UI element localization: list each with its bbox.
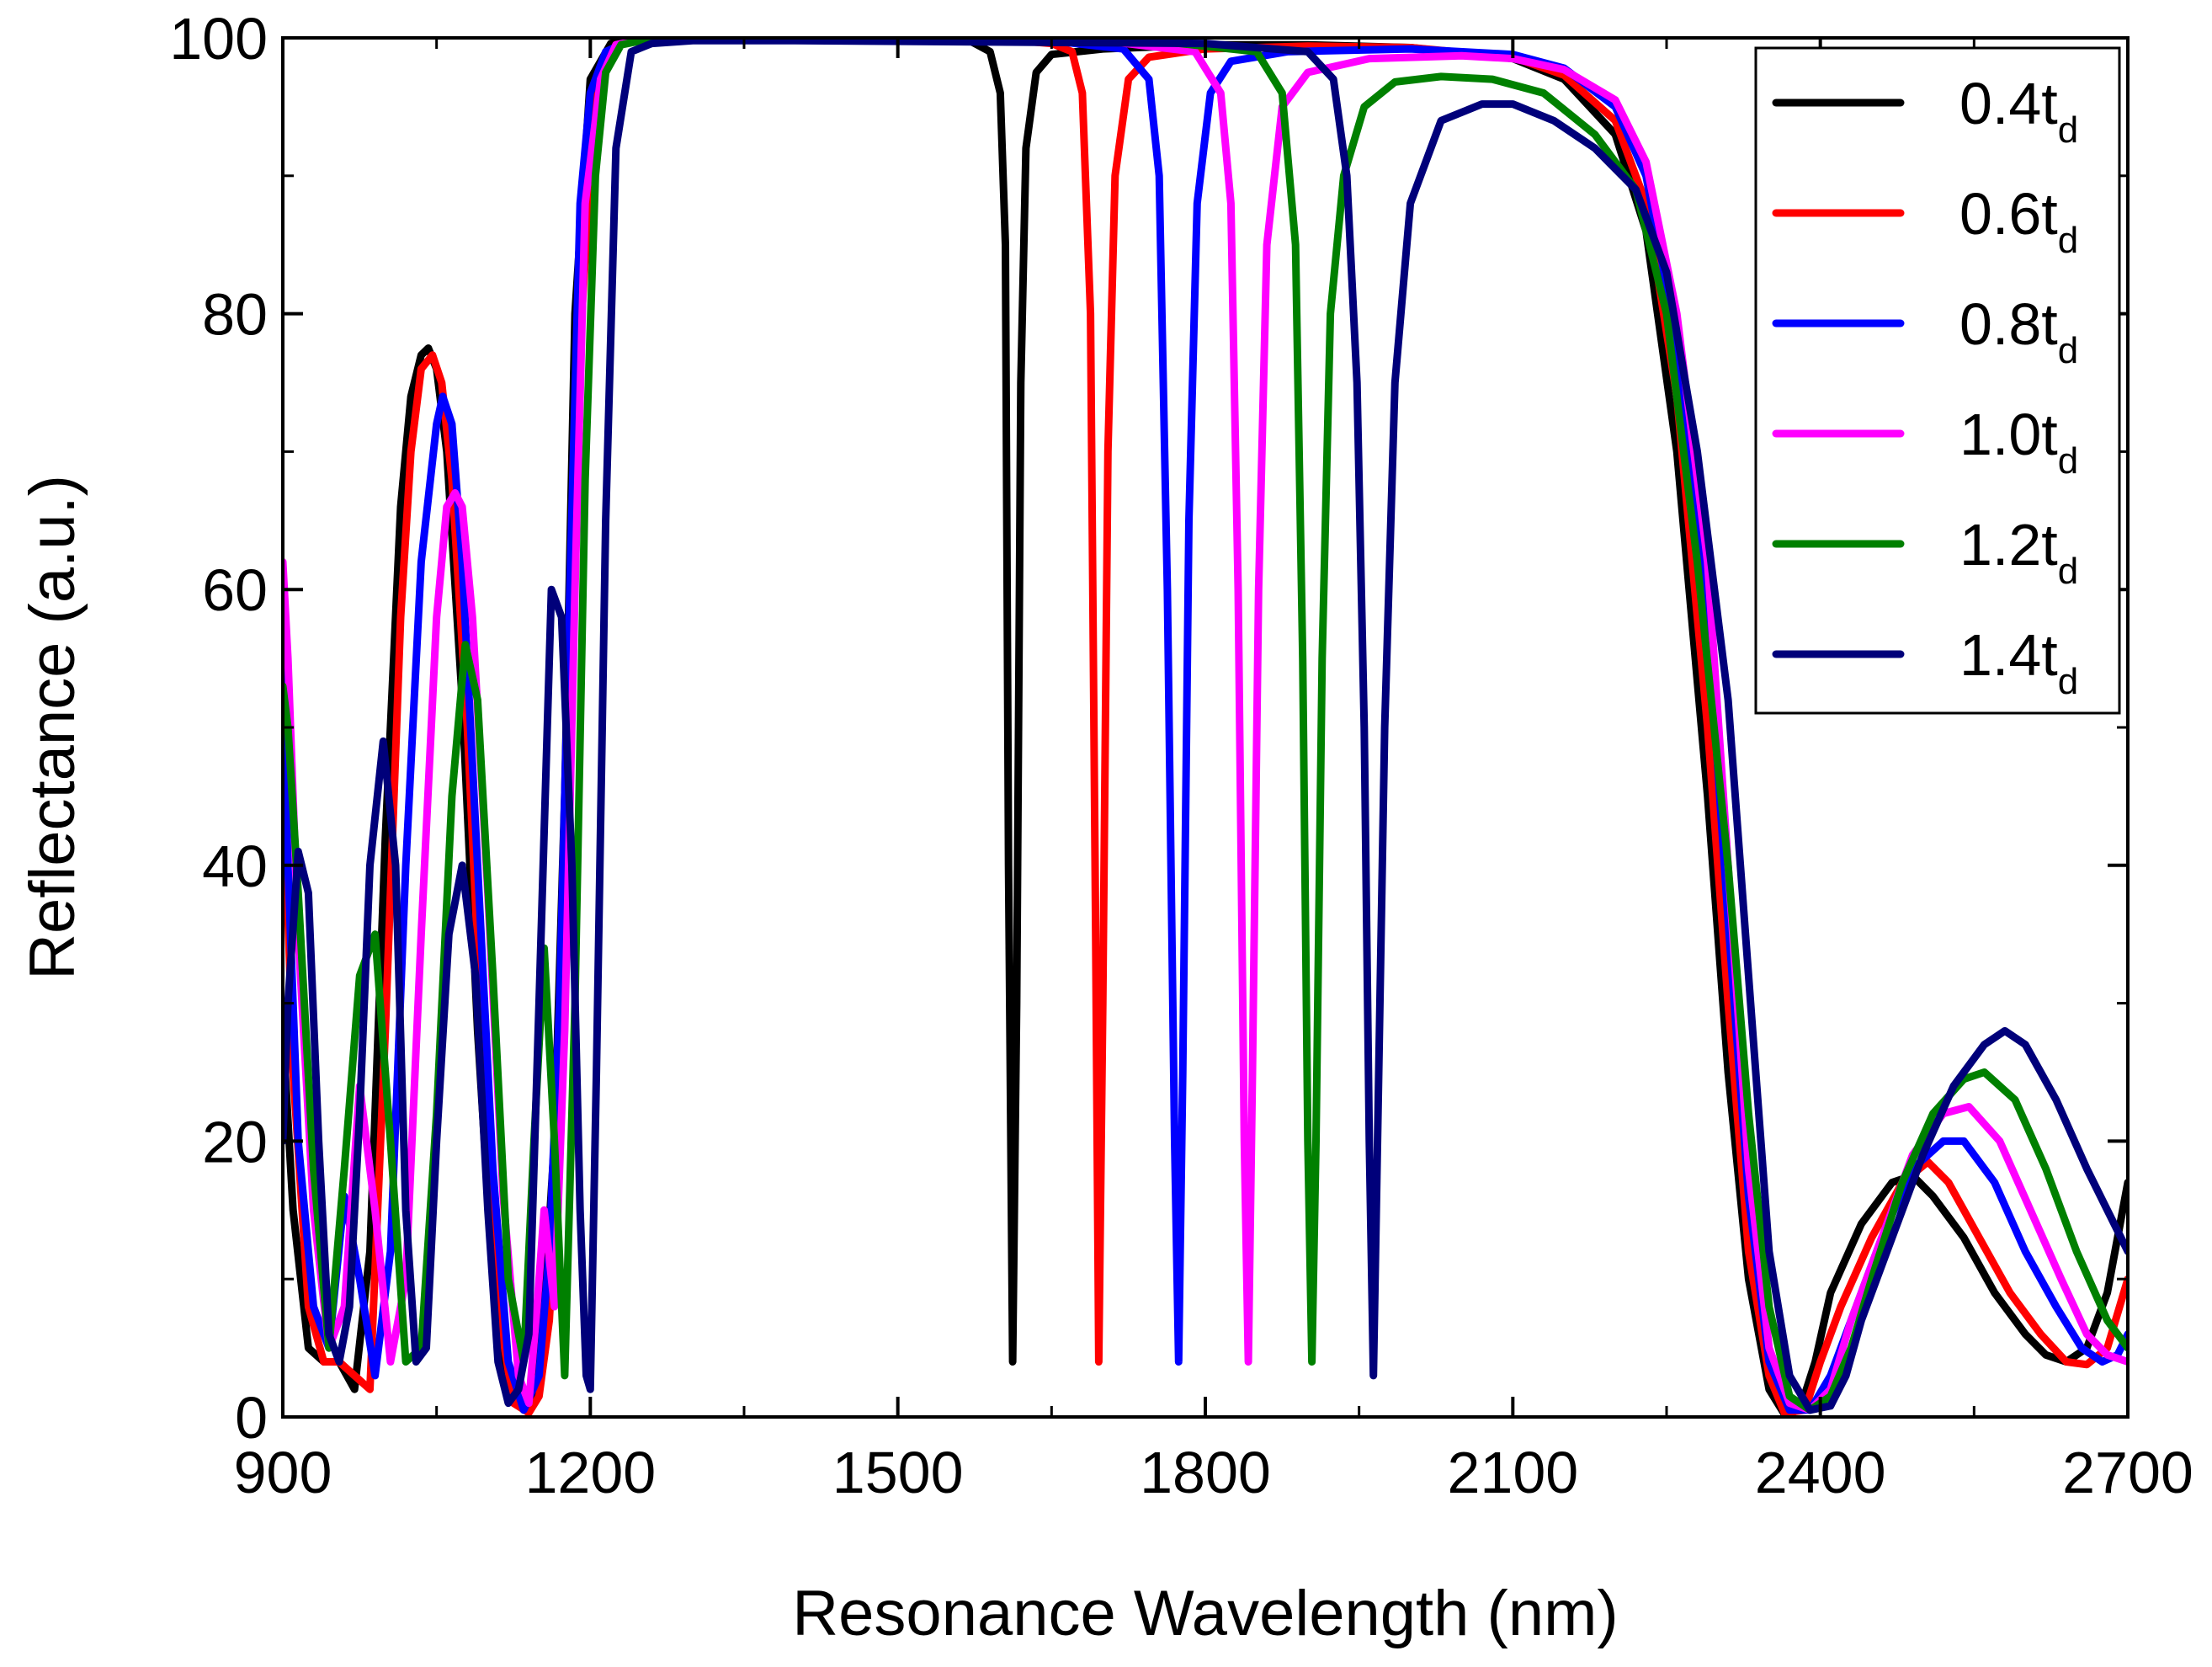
x-tick-label: 900	[234, 1440, 332, 1505]
x-axis-title: Resonance Wavelength (nm)	[792, 1578, 1618, 1649]
y-tick-label: 100	[169, 6, 268, 72]
x-tick-label: 2400	[1755, 1440, 1886, 1505]
x-tick-label: 1200	[524, 1440, 656, 1505]
axis-ticks: 900 1200 1500 1800 2100 2400 2700 0 20 40 60 80 100	[169, 6, 2193, 1505]
x-tick-label: 2700	[2062, 1440, 2193, 1505]
x-tick-label: 1500	[832, 1440, 964, 1505]
series-line-3	[283, 38, 2128, 1414]
y-tick-label: 60	[202, 557, 268, 623]
y-axis-title: Reflectance (a.u.)	[17, 475, 88, 980]
x-tick-label: 1800	[1140, 1440, 1271, 1505]
y-tick-label: 80	[202, 282, 268, 348]
y-tick-label: 40	[202, 834, 268, 899]
legend-box	[1754, 46, 2121, 715]
x-tick-label: 2100	[1447, 1440, 1578, 1505]
y-tick-label: 0	[235, 1385, 268, 1451]
y-tick-label: 20	[202, 1109, 268, 1174]
series-line-1	[283, 38, 2128, 1417]
series-layer	[283, 38, 2128, 1417]
